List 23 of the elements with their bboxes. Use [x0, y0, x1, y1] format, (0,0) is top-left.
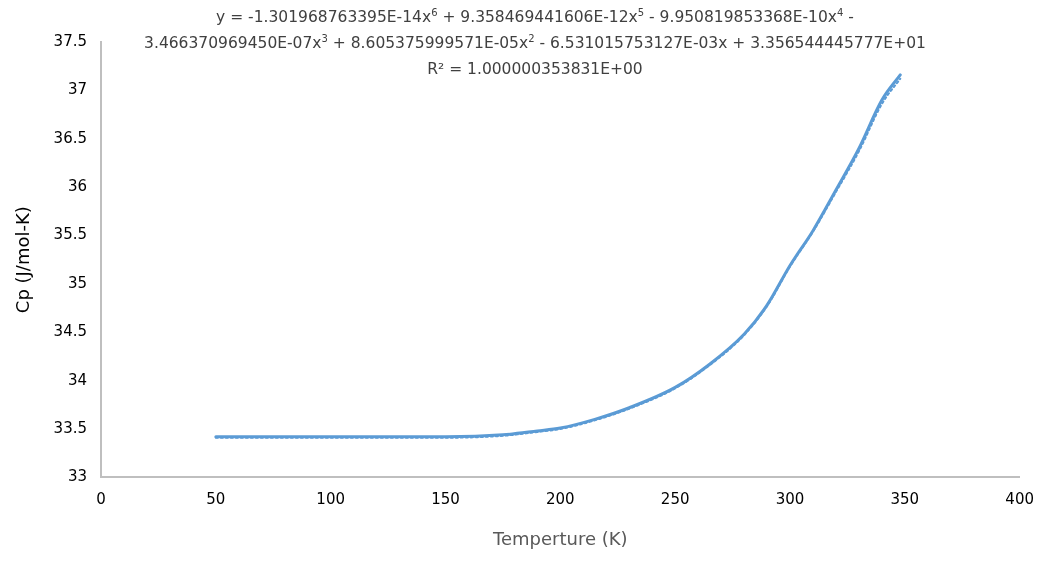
- y-tick-label: 36.5: [53, 128, 87, 147]
- y-tick-label: 35: [67, 273, 87, 292]
- x-tick-label: 150: [431, 490, 460, 509]
- y-tick-label: 37.5: [53, 31, 87, 50]
- x-tick-label: 300: [775, 490, 805, 509]
- y-tick-label: 33: [67, 467, 87, 486]
- x-tick-label: 0: [96, 490, 106, 509]
- y-tick-label: 33.5: [53, 418, 87, 437]
- x-tick-label: 200: [546, 490, 575, 509]
- text: y = -1.301968763395E-14x$^{6}$ + 9.358469441606E-12x$^{5}$ - 9.950819853368E-10x$^{4}$ - 3.466370969450E-07x$^{3}$ + 8.605375999571E-05x$^{2}$ - 6.531015753127E-03x + 3.356544445777E+01: [144, 6, 926, 52]
- y-tick-label: 34.5: [53, 322, 87, 341]
- x-tick-label: 250: [660, 490, 690, 509]
- x-tick-label: 350: [890, 490, 920, 509]
- y-tick-label: 36: [67, 177, 87, 196]
- y-axis-title: Cp (J/mol-K): [12, 206, 34, 314]
- y-tick-label: 34: [67, 370, 87, 389]
- y-tick-label: 37: [67, 80, 87, 99]
- x-tick-label: 400: [1005, 490, 1035, 509]
- y-tick-label: 35.5: [53, 225, 87, 244]
- x-axis-title: Temperture (K): [492, 527, 628, 549]
- x-tick-label: 100: [316, 490, 345, 509]
- x-tick-label: 50: [206, 490, 226, 509]
- annotation: R² = 1.000000353831E+00: [426, 59, 644, 80]
